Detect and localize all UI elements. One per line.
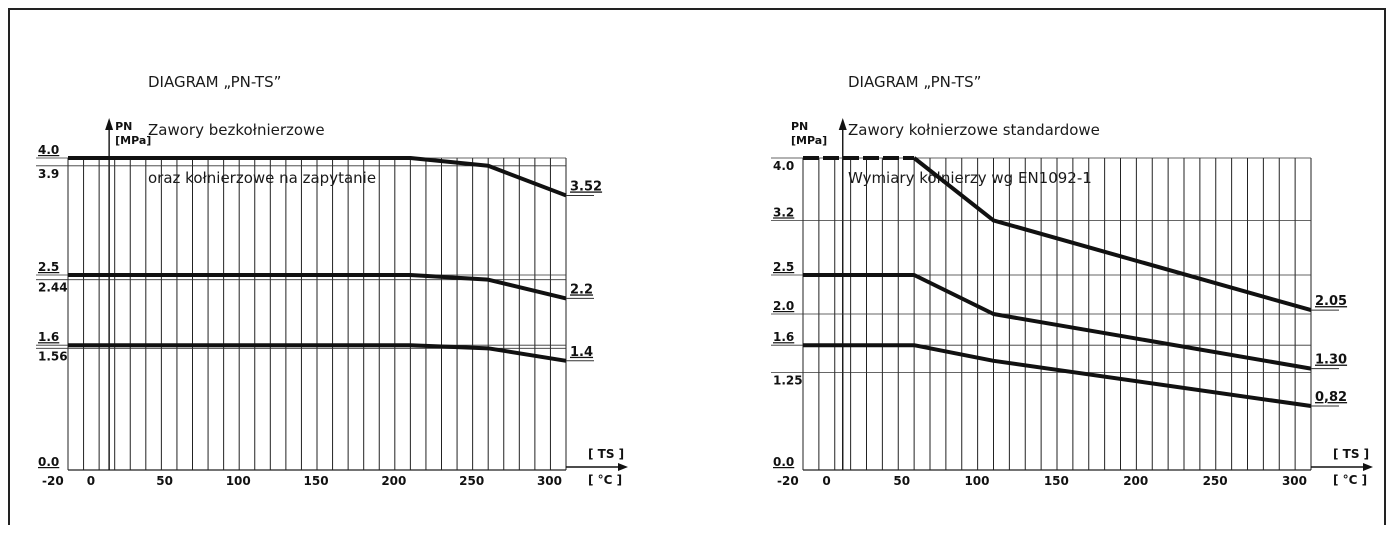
y-tick-label: 0.0 xyxy=(38,455,59,469)
y-tick-label: 4.0 xyxy=(773,159,794,173)
y-axis-arrow-icon xyxy=(105,118,114,130)
end-value-label: 2.2 xyxy=(570,282,593,297)
series-line xyxy=(68,343,567,363)
x-tick-label: 50 xyxy=(893,474,910,488)
chart-title-line: oraz kołnierzowe na zapytanie xyxy=(148,169,377,187)
series-line xyxy=(912,156,1312,313)
y-axis-arrow-icon xyxy=(838,118,847,130)
x-tick-label: 0 xyxy=(87,474,95,488)
chart-title-line: Zawory bezkołnierzowe xyxy=(148,121,325,139)
x-tick-label: 100 xyxy=(226,474,251,488)
x-tick-label: 200 xyxy=(381,474,406,488)
y-tick-label: 1.56 xyxy=(38,349,68,363)
chart-title-right: DIAGRAM „PN-TS” Zawory kołnierzowe stand… xyxy=(848,42,1100,202)
series-line xyxy=(803,273,1312,371)
series-line xyxy=(68,156,567,198)
chart-title-line: DIAGRAM „PN-TS” xyxy=(148,73,282,91)
page-frame xyxy=(8,8,1386,525)
x-tick-label: 50 xyxy=(156,474,173,488)
y-axis-label: PN xyxy=(115,120,132,133)
chart-title-line: Wymiary kołnierzy wg EN1092-1 xyxy=(848,169,1092,187)
y-tick-label: 2.5 xyxy=(773,260,794,274)
end-value-label: 1.30 xyxy=(1315,353,1347,368)
y-tick-label: 2.0 xyxy=(773,299,794,313)
chart-title-left: DIAGRAM „PN-TS” Zawory bezkołnierzowe or… xyxy=(148,42,376,202)
end-value-label: 2.05 xyxy=(1315,294,1347,309)
y-tick-label: 1.25 xyxy=(773,374,803,388)
x-axis-unit: [ °C ] xyxy=(1333,473,1367,487)
x-tick-label: 200 xyxy=(1123,474,1148,488)
y-tick-label: 0.0 xyxy=(773,455,794,469)
end-value-label: 3.52 xyxy=(570,179,602,194)
y-tick-label: 2.44 xyxy=(38,281,68,295)
y-tick-label: 4.0 xyxy=(38,143,59,157)
x-tick-label: 150 xyxy=(1044,474,1069,488)
chart-title-line: Zawory kołnierzowe standardowe xyxy=(848,121,1100,139)
x-tick-label: 250 xyxy=(1203,474,1228,488)
y-tick-label: 1.6 xyxy=(38,330,59,344)
x-tick-label: 300 xyxy=(537,474,562,488)
x-axis-label: [ TS ] xyxy=(1333,447,1369,461)
series-line xyxy=(68,273,567,301)
end-value-label: 0,82 xyxy=(1315,390,1347,405)
x-tick-label: 0 xyxy=(822,474,830,488)
x-axis-label: [ TS ] xyxy=(588,447,624,461)
y-axis-unit: [MPa] xyxy=(115,134,151,147)
x-tick-label: 300 xyxy=(1282,474,1307,488)
x-tick-label: 150 xyxy=(304,474,329,488)
x-tick-label: 250 xyxy=(459,474,484,488)
x-axis-arrow-icon xyxy=(1363,463,1373,471)
x-tick-label: -20 xyxy=(42,474,64,488)
x-axis-unit: [ °C ] xyxy=(588,473,622,487)
end-value-label: 1.4 xyxy=(570,345,593,360)
y-tick-label: 2.5 xyxy=(38,260,59,274)
series-line xyxy=(803,343,1312,409)
x-axis-arrow-icon xyxy=(618,463,628,471)
y-axis-unit: [MPa] xyxy=(791,134,827,147)
x-tick-label: 100 xyxy=(964,474,989,488)
x-tick-label: -20 xyxy=(777,474,799,488)
y-tick-label: 3.2 xyxy=(773,205,794,219)
y-tick-label: 3.9 xyxy=(38,167,59,181)
chart-title-line: DIAGRAM „PN-TS” xyxy=(848,73,982,91)
y-axis-label: PN xyxy=(791,120,808,133)
y-tick-label: 1.6 xyxy=(773,330,794,344)
